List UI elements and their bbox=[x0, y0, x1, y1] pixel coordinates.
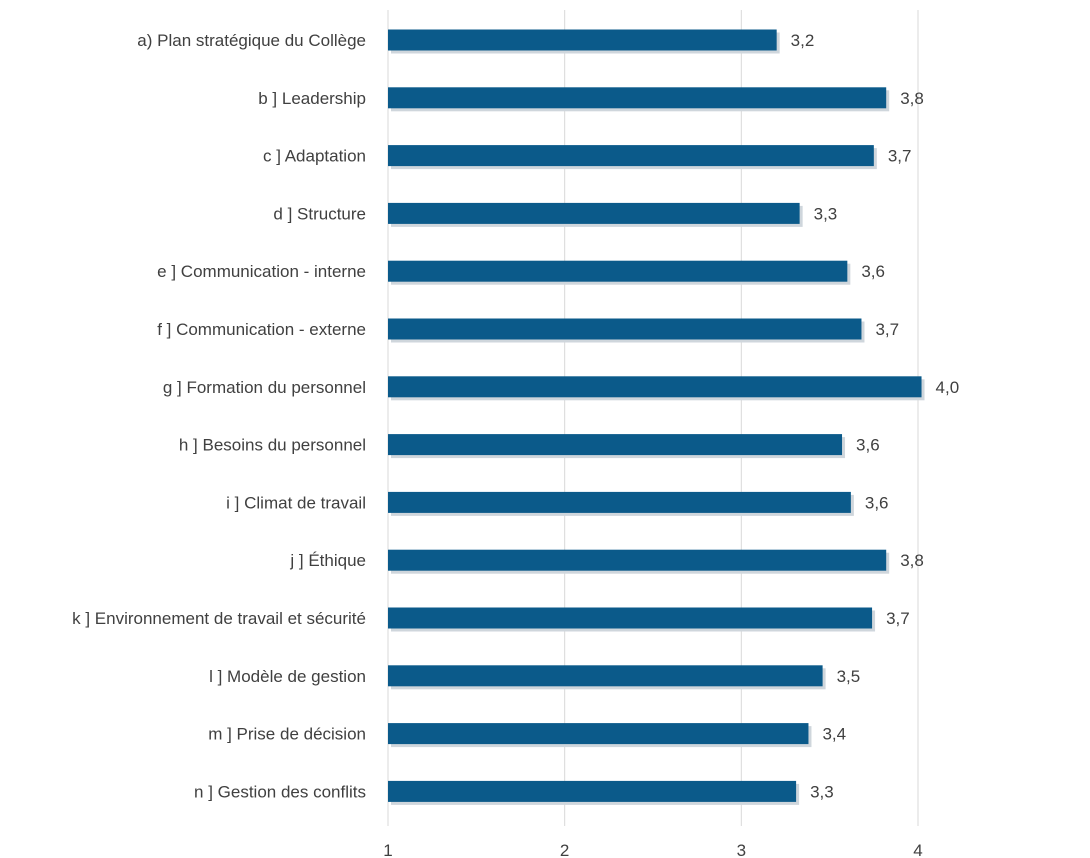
data-label: 3,3 bbox=[814, 204, 838, 223]
x-tick-label: 1 bbox=[383, 841, 392, 858]
category-label: a) Plan stratégique du Collège bbox=[137, 31, 366, 50]
data-label: 3,8 bbox=[900, 89, 924, 108]
category-label: f ] Communication - externe bbox=[157, 320, 366, 339]
category-label: j ] Éthique bbox=[289, 551, 366, 570]
data-label: 3,8 bbox=[900, 551, 924, 570]
bar bbox=[388, 260, 848, 282]
data-label: 3,3 bbox=[810, 782, 834, 801]
category-label: b ] Leadership bbox=[258, 89, 366, 108]
category-label: g ] Formation du personnel bbox=[163, 378, 366, 397]
bar bbox=[388, 491, 851, 513]
x-axis-ticks: 1 2 3 4 bbox=[383, 841, 922, 858]
value-labels: 3,2 3,8 3,7 3,3 3,6 3,7 4,0 3,6 3,6 3,8 3,7 3,5 3,4 3… bbox=[791, 31, 960, 801]
data-label: 4,0 bbox=[936, 378, 960, 397]
data-label: 3,6 bbox=[856, 436, 880, 455]
bar bbox=[388, 202, 800, 224]
bar bbox=[388, 607, 873, 629]
bar bbox=[388, 145, 874, 167]
category-label: d ] Structure bbox=[273, 204, 366, 223]
bar bbox=[388, 434, 843, 456]
bar bbox=[388, 87, 887, 109]
data-label: 3,6 bbox=[865, 493, 889, 512]
data-label: 3,5 bbox=[837, 667, 861, 686]
bar bbox=[388, 376, 922, 398]
bar bbox=[388, 318, 862, 340]
category-label: l ] Modèle de gestion bbox=[209, 667, 366, 686]
x-tick-label: 2 bbox=[560, 841, 569, 858]
category-label: c ] Adaptation bbox=[263, 147, 366, 166]
data-label: 3,7 bbox=[886, 609, 910, 628]
category-label: h ] Besoins du personnel bbox=[179, 436, 366, 455]
category-label: k ] Environnement de travail et sécurité bbox=[72, 609, 366, 628]
bar bbox=[388, 780, 797, 802]
grid-lines bbox=[387, 10, 919, 826]
data-label: 3,6 bbox=[861, 262, 885, 281]
category-labels: a) Plan stratégique du Collège b ] Leader… bbox=[72, 31, 366, 801]
bar bbox=[388, 665, 823, 687]
x-tick-label: 4 bbox=[913, 841, 922, 858]
data-label: 3,2 bbox=[791, 31, 815, 50]
data-label: 3,7 bbox=[875, 320, 899, 339]
bar bbox=[388, 549, 887, 571]
data-label: 3,4 bbox=[822, 725, 846, 744]
category-label: m ] Prise de décision bbox=[208, 725, 366, 744]
bar bbox=[388, 723, 809, 745]
category-label: n ] Gestion des conflits bbox=[194, 782, 366, 801]
x-tick-label: 3 bbox=[737, 841, 746, 858]
data-label: 3,7 bbox=[888, 147, 912, 166]
category-label: i ] Climat de travail bbox=[226, 493, 366, 512]
category-label: e ] Communication - interne bbox=[157, 262, 366, 281]
bar bbox=[388, 29, 777, 51]
bars bbox=[388, 29, 925, 805]
